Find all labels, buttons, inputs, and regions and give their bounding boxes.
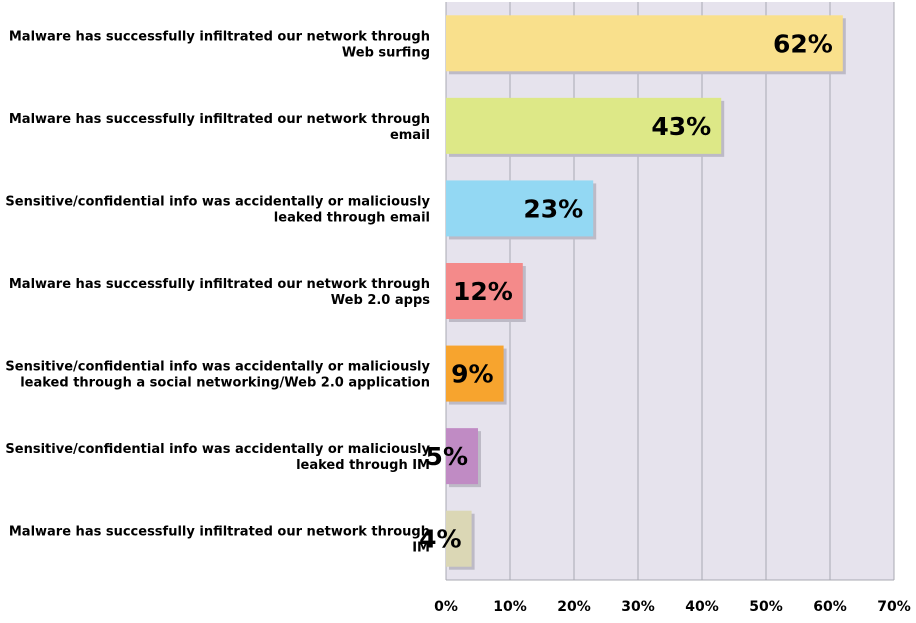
bar — [446, 97, 722, 154]
bar — [446, 180, 594, 237]
category-label: Malware has successfully infiltrated our… — [9, 525, 430, 556]
x-tick-label: 60% — [813, 599, 847, 615]
bar — [446, 345, 504, 402]
category-label: Malware has successfully infiltrated our… — [9, 277, 430, 308]
data-label: 5% — [426, 442, 468, 471]
x-tick-label: 40% — [685, 599, 719, 615]
x-axis-tick-labels: 0% 10% 20% 30% 40% 50% 60% 70% — [434, 599, 911, 615]
bar — [446, 428, 478, 485]
data-label: 9% — [451, 360, 493, 389]
x-tick-label: 50% — [749, 599, 783, 615]
data-label: 43% — [651, 112, 711, 141]
x-tick-label: 70% — [877, 599, 911, 615]
category-label: Malware has successfully infiltrated our… — [9, 112, 430, 143]
category-labels: Malware has successfully infiltrated our… — [5, 29, 430, 555]
data-label: 12% — [453, 277, 513, 306]
x-tick-label: 0% — [434, 599, 458, 615]
bar — [446, 510, 472, 567]
category-label: Sensitive/confidential info was accident… — [5, 442, 430, 473]
bar — [446, 263, 523, 319]
category-label: Sensitive/confidential info was accident… — [5, 360, 430, 391]
x-tick-label: 20% — [557, 599, 591, 615]
data-label: 4% — [419, 525, 461, 554]
bars — [446, 15, 846, 570]
x-tick-label: 10% — [493, 599, 527, 615]
category-label: Sensitive/confidential info was accident… — [5, 194, 430, 225]
data-labels: 62% 43% 23% 12% 9% 5% 4% — [419, 29, 833, 553]
data-label: 23% — [523, 194, 583, 223]
x-tick-label: 30% — [621, 599, 655, 615]
bar — [446, 15, 843, 72]
data-label: 62% — [773, 29, 833, 58]
category-label: Malware has successfully infiltrated our… — [9, 29, 430, 60]
